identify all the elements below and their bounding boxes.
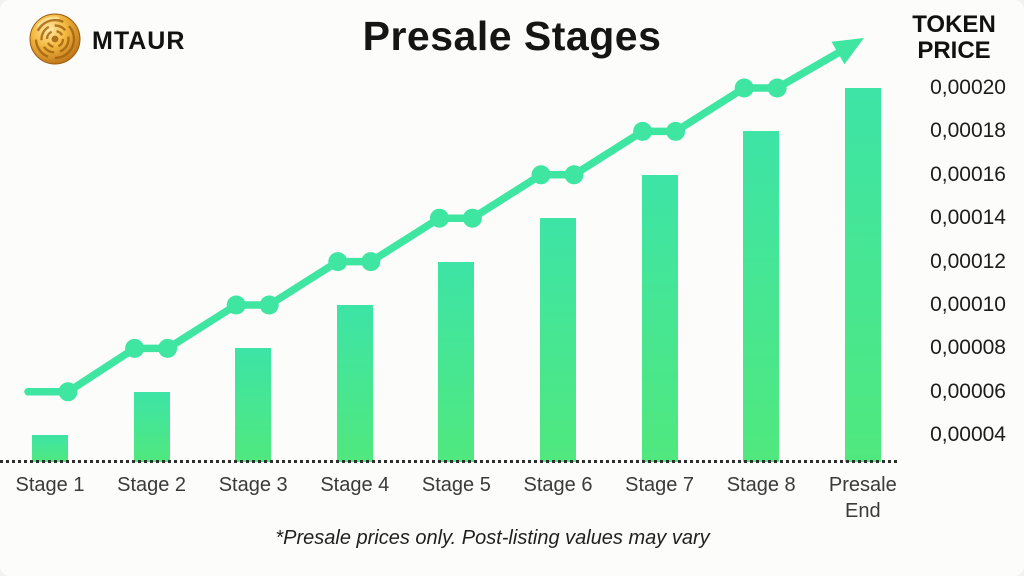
y-tick-0,00004: 0,00004 [930,423,1006,447]
x-label-2: Stage 2 [117,474,187,496]
bar-6 [540,218,576,462]
y-tick-0,00008: 0,00008 [930,336,1006,360]
x-axis-dotted-baseline [0,460,897,463]
y-tick-0,00020: 0,00020 [930,76,1006,99]
x-label-4: Stage 4 [320,474,390,496]
bar-9 [844,88,881,462]
y-axis-title: TOKEN PRICE [912,11,996,65]
bar-5 [438,261,475,462]
y-tick-0,00012: 0,00012 [930,249,1006,273]
x-label-7: Stage 7 [625,474,695,496]
x-label-3: Stage 3 [218,474,288,496]
y-tick-0,00006: 0,00006 [930,379,1006,403]
x-label-6: Stage 6 [523,474,593,496]
footnote: *Presale prices only. Post-listing value… [275,527,710,549]
y-tick-0,00010: 0,00010 [930,293,1006,316]
bar-4 [336,305,373,462]
arrow-head-icon [831,38,864,65]
bar-2 [133,391,170,462]
bar-7 [641,174,678,462]
bar-1 [32,435,68,462]
y-tick-0,00018: 0,00018 [930,119,1006,143]
y-tick-0,00014: 0,00014 [930,206,1006,230]
x-label-9: Presale End [828,474,897,522]
bar-3 [235,348,272,462]
x-label-8: Stage 8 [726,474,796,496]
bar-8 [743,131,780,462]
x-label-1: Stage 1 [15,474,85,496]
y-tick-0,00016: 0,00016 [930,162,1006,186]
x-label-5: Stage 5 [421,474,491,496]
